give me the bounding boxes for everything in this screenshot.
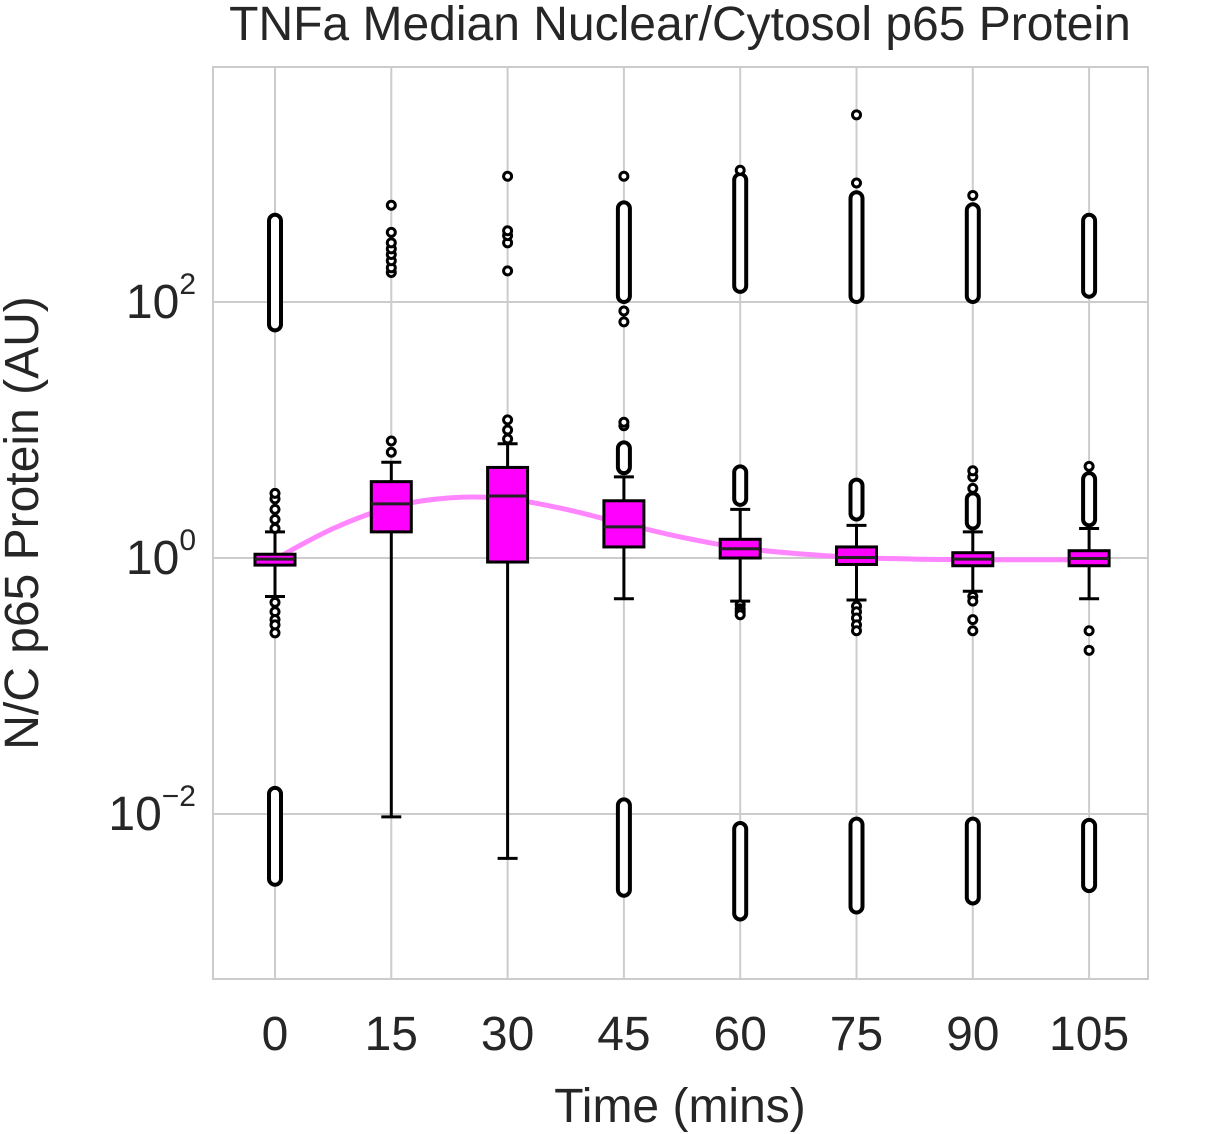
outlier-point (618, 416, 630, 428)
grid-lines (213, 67, 1148, 979)
outlier-point (1083, 460, 1095, 472)
outlier-point (385, 226, 397, 238)
box-iqr (835, 545, 878, 566)
outlier-cluster (848, 477, 865, 522)
outlier-point (967, 189, 979, 201)
outlier-cluster (848, 190, 865, 304)
tick-labels: 0 15 30 45 60 75 90 105 102 100 10−2 (108, 268, 1129, 1061)
x-tick-label: 15 (365, 1008, 418, 1061)
box-iqr (602, 499, 646, 549)
chart-title: TNFa Median Nuclear/Cytosol p65 Protein (229, 0, 1131, 51)
outlier-point (734, 164, 746, 176)
outlier-cluster (732, 821, 749, 922)
x-tick-label: 105 (1049, 1008, 1129, 1061)
outlier-point (269, 513, 281, 525)
outlier-cluster (615, 200, 632, 304)
outlier-point (385, 435, 397, 447)
outlier-point (1083, 644, 1095, 656)
outlier-cluster (732, 172, 749, 294)
outlier-point (967, 625, 979, 637)
y-tick-label: 100 (126, 524, 196, 585)
x-axis-label: Time (mins) (554, 1080, 806, 1133)
outlier-cluster (267, 212, 283, 333)
x-tick-label: 90 (946, 1008, 999, 1061)
x-tick-label: 60 (714, 1008, 767, 1061)
outlier-point (734, 609, 746, 621)
box-iqr (486, 465, 530, 564)
outlier-cluster (267, 785, 283, 887)
outlier-cluster (1081, 212, 1098, 299)
outlier-point (502, 225, 514, 237)
outlier-point (967, 595, 979, 607)
outlier-cluster (1081, 817, 1098, 894)
x-tick-label: 0 (262, 1008, 289, 1061)
y-axis-label: N/C p65 Protein (AU) (0, 296, 49, 750)
outlier-point (385, 199, 397, 211)
outlier-point (269, 487, 281, 499)
outlier-point (269, 627, 281, 639)
outlier-point (851, 177, 862, 189)
outlier-cluster (615, 797, 632, 898)
outlier-point (502, 433, 514, 445)
outlier-point (851, 625, 862, 637)
outlier-point (502, 414, 514, 426)
outlier-cluster (964, 816, 981, 906)
box-iqr (369, 480, 413, 534)
outlier-cluster (848, 816, 865, 915)
outlier-point (502, 265, 514, 277)
outlier-cluster (615, 440, 632, 476)
outlier-point (502, 170, 514, 182)
outlier-point (618, 305, 630, 317)
x-tick-label: 75 (830, 1008, 883, 1061)
x-tick-label: 45 (597, 1008, 650, 1061)
outlier-point (1083, 625, 1095, 637)
outlier-point (967, 482, 979, 494)
outlier-point (618, 316, 630, 328)
outlier-cluster (1081, 471, 1098, 528)
outlier-point (967, 465, 979, 477)
outlier-point (385, 446, 397, 458)
outlier-point (269, 503, 281, 515)
outlier-point (618, 170, 630, 182)
outlier-cluster (732, 464, 749, 507)
plot-frame (212, 66, 1149, 980)
outlier-point (269, 523, 281, 535)
y-tick-label: 10−2 (108, 780, 196, 841)
x-tick-label: 30 (481, 1008, 534, 1061)
outlier-cluster (964, 202, 981, 304)
outliers-layer (267, 109, 1098, 922)
outlier-point (502, 424, 514, 436)
outlier-point (269, 596, 281, 608)
y-tick-label: 102 (126, 268, 196, 329)
outlier-point (851, 109, 862, 121)
outlier-cluster (964, 491, 981, 531)
outlier-point (967, 614, 979, 626)
outlier-point (385, 237, 397, 249)
boxes-layer (253, 442, 1111, 860)
